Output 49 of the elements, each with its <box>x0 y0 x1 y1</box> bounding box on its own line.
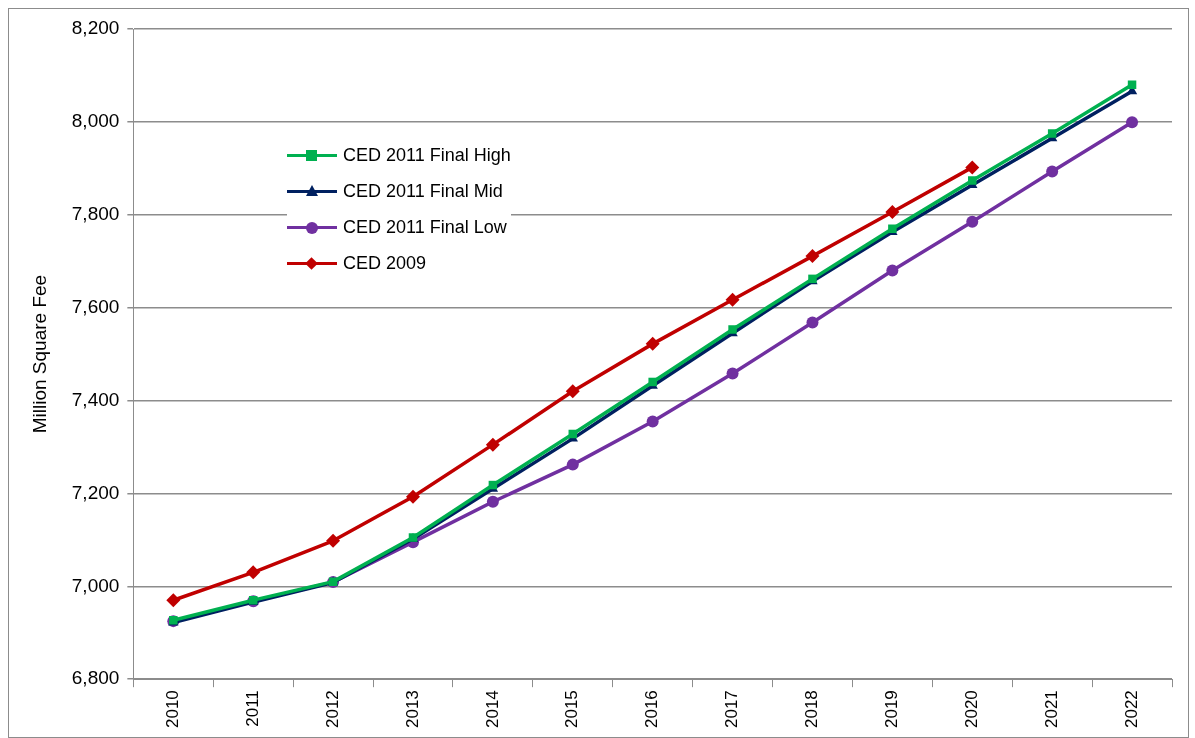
x-tick-label: 2011 <box>242 690 262 727</box>
legend-label: CED 2011 Final Mid <box>343 180 503 202</box>
point <box>246 565 261 580</box>
point <box>1126 116 1139 129</box>
point <box>966 215 979 228</box>
point <box>645 336 660 351</box>
point <box>646 415 659 428</box>
x-tick-label: 2015 <box>562 690 582 729</box>
point <box>965 160 980 175</box>
x-tick-label: 2017 <box>722 690 742 729</box>
point <box>968 176 977 185</box>
point <box>166 593 181 608</box>
x-tick-label: 2019 <box>882 690 902 729</box>
point <box>725 292 740 307</box>
y-axis-title: Million Square Fee <box>28 274 50 434</box>
x-tick-label: 2013 <box>402 690 422 729</box>
legend-label: CED 2011 Final Low <box>343 216 507 238</box>
point <box>806 316 819 329</box>
point <box>485 437 500 452</box>
x-tick-label: 2022 <box>1121 690 1141 729</box>
point <box>1127 80 1137 89</box>
point <box>726 367 739 380</box>
point <box>326 533 341 548</box>
x-tick-label: 2014 <box>482 690 502 729</box>
point <box>566 458 579 471</box>
point <box>405 489 420 504</box>
x-tick-label: 2020 <box>961 690 981 729</box>
point <box>805 249 820 264</box>
x-tick-label: 2021 <box>1041 690 1061 729</box>
y-tick-label: 7,000 <box>71 574 120 596</box>
point <box>885 204 900 219</box>
y-tick-label: 8,200 <box>71 17 120 39</box>
legend-label: CED 2009 <box>343 252 427 274</box>
x-tick-label: 2016 <box>642 690 662 729</box>
y-tick-label: 7,600 <box>71 295 120 317</box>
y-tick-label: 7,800 <box>71 203 120 224</box>
point <box>486 495 499 508</box>
point <box>1046 165 1059 178</box>
point <box>886 264 899 277</box>
y-tick-label: 6,800 <box>71 667 120 689</box>
point <box>565 384 580 399</box>
y-tick-label: 8,000 <box>71 110 120 132</box>
y-tick-label: 7,400 <box>71 388 120 410</box>
y-tick-label: 7,200 <box>71 481 120 503</box>
legend-label: CED 2011 Final High <box>343 144 511 166</box>
x-tick-label: 2018 <box>802 690 822 729</box>
x-tick-label: 2010 <box>162 690 182 729</box>
x-tick-label: 2012 <box>322 690 342 729</box>
point <box>1047 129 1057 138</box>
